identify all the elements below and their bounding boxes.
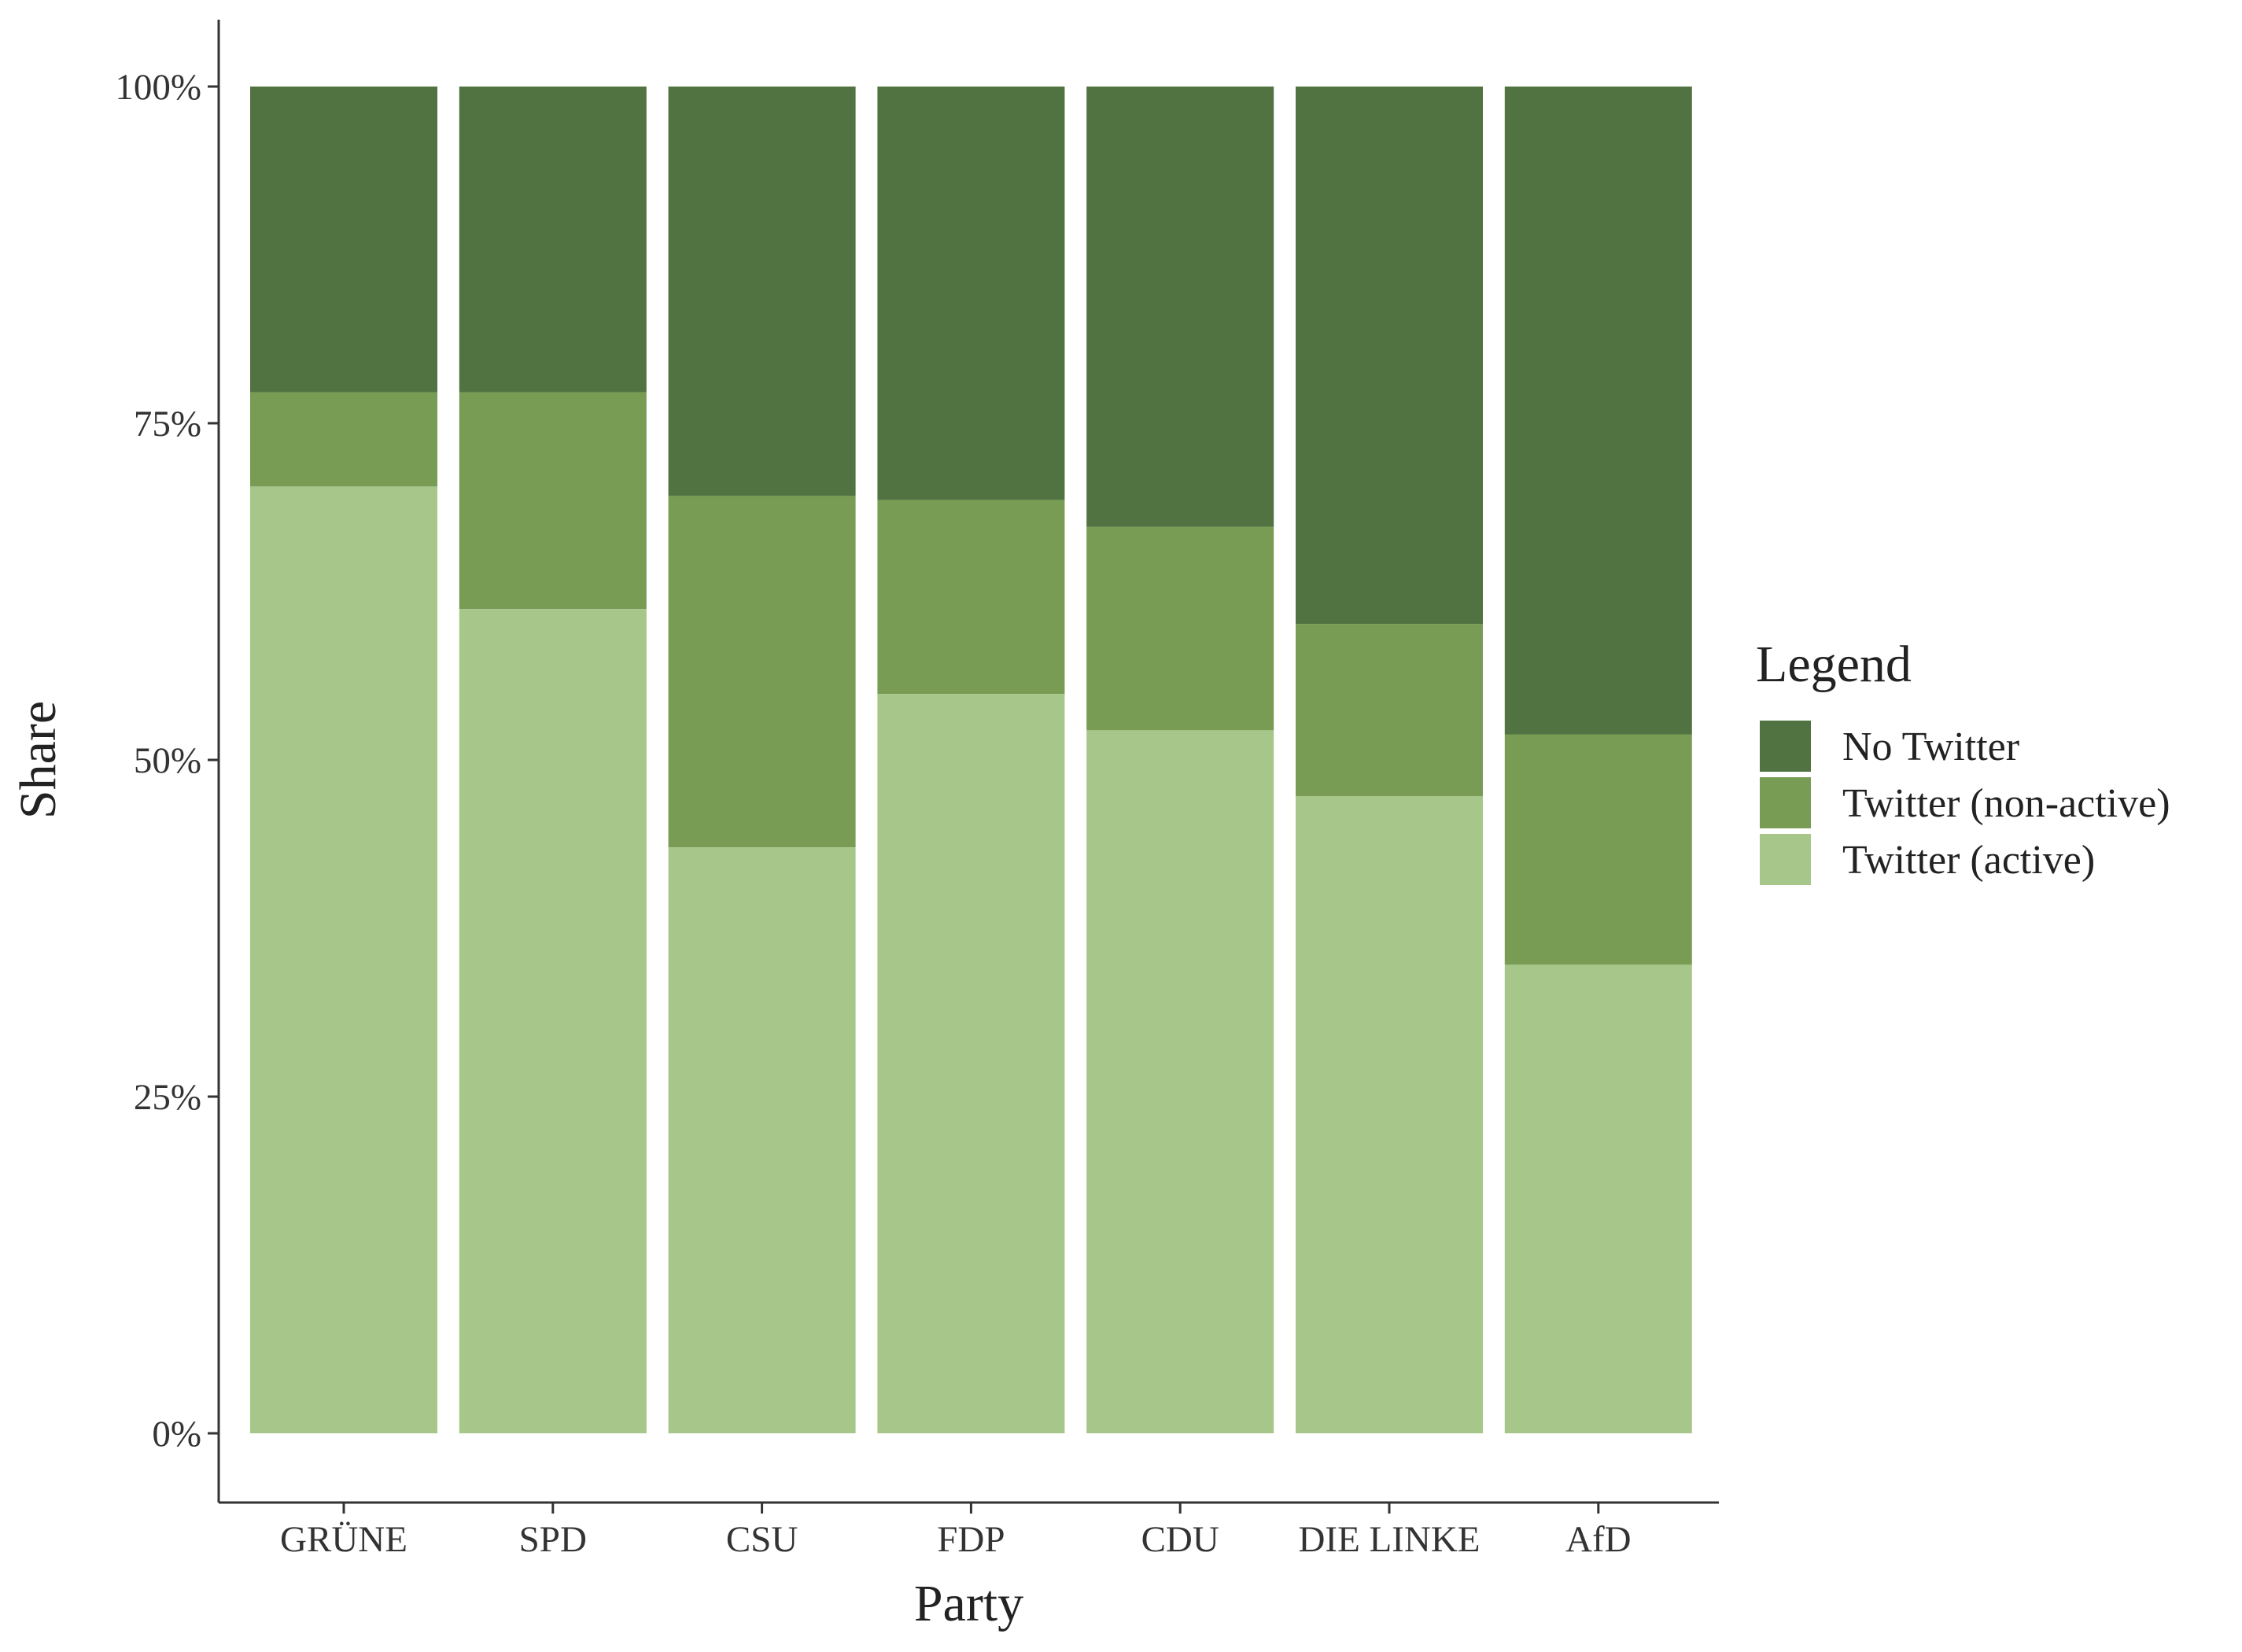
y-tick-label: 50%: [134, 740, 201, 781]
bar-segment-cdu-twitter-non-active: [1086, 526, 1274, 731]
legend: Legend No Twitter Twitter (non-active) Twi…: [1756, 636, 2170, 885]
bar-segment-die-linke-twitter-active: [1296, 796, 1483, 1433]
x-tick-label: DIE LINKE: [1298, 1519, 1480, 1560]
x-tick-label: SPD: [519, 1519, 587, 1560]
bar-segment-cdu-no-twitter: [1086, 87, 1274, 527]
legend-label: Twitter (non-active): [1842, 781, 2170, 826]
legend-key: [1760, 777, 1811, 828]
bars-group: [250, 87, 1692, 1433]
bar-segment-spd-twitter-non-active: [459, 392, 647, 610]
bar-segment-cdu-twitter-active: [1086, 730, 1274, 1433]
bar-segment-afd-twitter-active: [1504, 964, 1692, 1433]
bar-segment-fdp-no-twitter: [877, 87, 1065, 500]
y-tick-label: 0%: [152, 1414, 201, 1455]
bar-segment-grüne-twitter-non-active: [250, 392, 437, 487]
bar-segment-csu-twitter-active: [668, 847, 856, 1433]
x-tick-label: FDP: [937, 1519, 1005, 1560]
bar-segment-die-linke-no-twitter: [1296, 87, 1483, 625]
legend-key: [1760, 834, 1811, 885]
legend-title: Legend: [1756, 636, 1912, 693]
y-axis-title: Share: [9, 701, 67, 819]
x-axis: GRÜNE SPD CSU FDP CDU DIE LINKE AfD: [219, 1501, 1719, 1560]
y-tick-label: 100%: [115, 67, 201, 108]
bar-segment-die-linke-twitter-non-active: [1296, 624, 1483, 797]
x-tick-label: CSU: [726, 1519, 798, 1560]
x-tick-label: GRÜNE: [280, 1519, 407, 1560]
bar-segment-fdp-twitter-active: [877, 694, 1065, 1433]
bar-segment-grüne-twitter-active: [250, 486, 437, 1433]
bar-segment-spd-twitter-active: [459, 609, 647, 1433]
legend-key: [1760, 721, 1811, 772]
x-axis-title: Party: [914, 1575, 1023, 1632]
legend-label: No Twitter: [1842, 725, 2019, 769]
legend-label: Twitter (active): [1842, 838, 2095, 883]
y-axis: 0% 25% 50% 75% 100%: [115, 20, 220, 1503]
bar-segment-fdp-twitter-non-active: [877, 500, 1065, 695]
x-tick-label: AfD: [1565, 1519, 1632, 1560]
bar-segment-grüne-no-twitter: [250, 87, 437, 393]
bar-segment-afd-no-twitter: [1504, 87, 1692, 735]
x-tick-label: CDU: [1141, 1519, 1219, 1560]
y-tick-label: 75%: [134, 404, 201, 444]
bar-segment-afd-twitter-non-active: [1504, 734, 1692, 965]
bar-segment-csu-twitter-non-active: [668, 496, 856, 848]
y-tick-label: 25%: [134, 1077, 201, 1118]
bar-segment-spd-no-twitter: [459, 87, 647, 393]
bar-segment-csu-no-twitter: [668, 87, 856, 496]
